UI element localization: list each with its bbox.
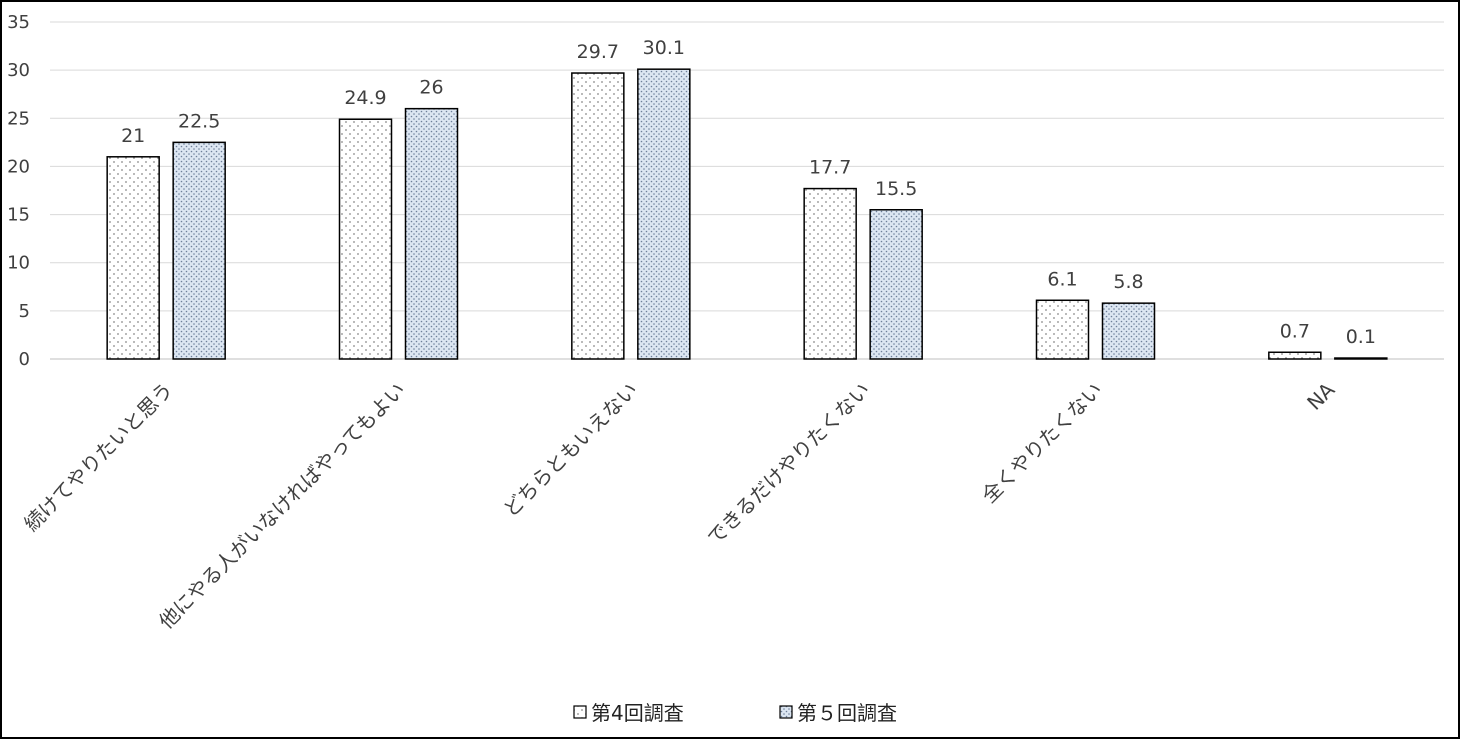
bar-1-5: [1035, 299, 1090, 360]
bar-1-2: [338, 118, 393, 360]
bar-1-3: [571, 72, 625, 360]
bars: [106, 68, 1388, 360]
data-label: 26: [419, 77, 443, 99]
category-label: できるだけやりたくない: [702, 378, 874, 550]
legend-swatch-2: [779, 705, 793, 719]
bar-1-1: [106, 156, 160, 360]
category-label: 全くやりたくない: [977, 378, 1107, 508]
data-label: 6.1: [1047, 268, 1077, 290]
data-label: 0.7: [1280, 320, 1310, 342]
bar-2-5: [1101, 302, 1156, 360]
y-tick-label: 5: [19, 301, 30, 322]
data-label: 24.9: [344, 87, 386, 109]
data-label: 0.1: [1346, 326, 1376, 348]
y-tick-label: 35: [7, 12, 30, 33]
data-label: 17.7: [809, 157, 851, 179]
data-label: 21: [121, 125, 145, 147]
category-label: 続けてやりたいと思う: [19, 378, 177, 536]
y-tick-label: 0: [19, 349, 30, 370]
bar-2-6: [1334, 357, 1388, 360]
y-tick-label: 20: [7, 156, 30, 177]
data-labels: 21 22.5 24.9 26 29.7 30.1 17.7 15.5 6.1 5.8 0.7 0.1: [121, 37, 1376, 348]
data-label: 30.1: [643, 37, 685, 59]
category-label: どちらともいえない: [498, 378, 642, 522]
data-label: 29.7: [577, 41, 619, 63]
category-label: 他にやる人がいなければやってもよい: [154, 378, 410, 634]
bar-2-1: [172, 141, 226, 360]
legend-label-1: 第4回調査: [591, 701, 684, 725]
data-label: 15.5: [875, 178, 917, 200]
y-tick-label: 15: [7, 205, 30, 226]
category-label: NA: [1302, 377, 1339, 414]
bar-1-4: [803, 187, 857, 360]
legend-label-2: 第５回調査: [797, 701, 897, 725]
legend: 第4回調査 第５回調査: [573, 701, 897, 725]
y-tick-label: 30: [7, 60, 30, 81]
y-tick-label: 10: [7, 253, 30, 274]
bar-2-4: [869, 209, 923, 360]
gridlines: [50, 21, 1444, 360]
legend-swatch-1: [573, 705, 587, 719]
bar-1-6: [1268, 351, 1322, 360]
data-label: 5.8: [1113, 271, 1143, 293]
bar-2-3: [637, 68, 691, 360]
bar-2-2: [404, 107, 459, 360]
y-tick-label: 25: [7, 108, 30, 129]
data-label: 22.5: [178, 110, 220, 132]
y-axis: 0 5 10 15 20 25 30 35: [7, 12, 30, 370]
